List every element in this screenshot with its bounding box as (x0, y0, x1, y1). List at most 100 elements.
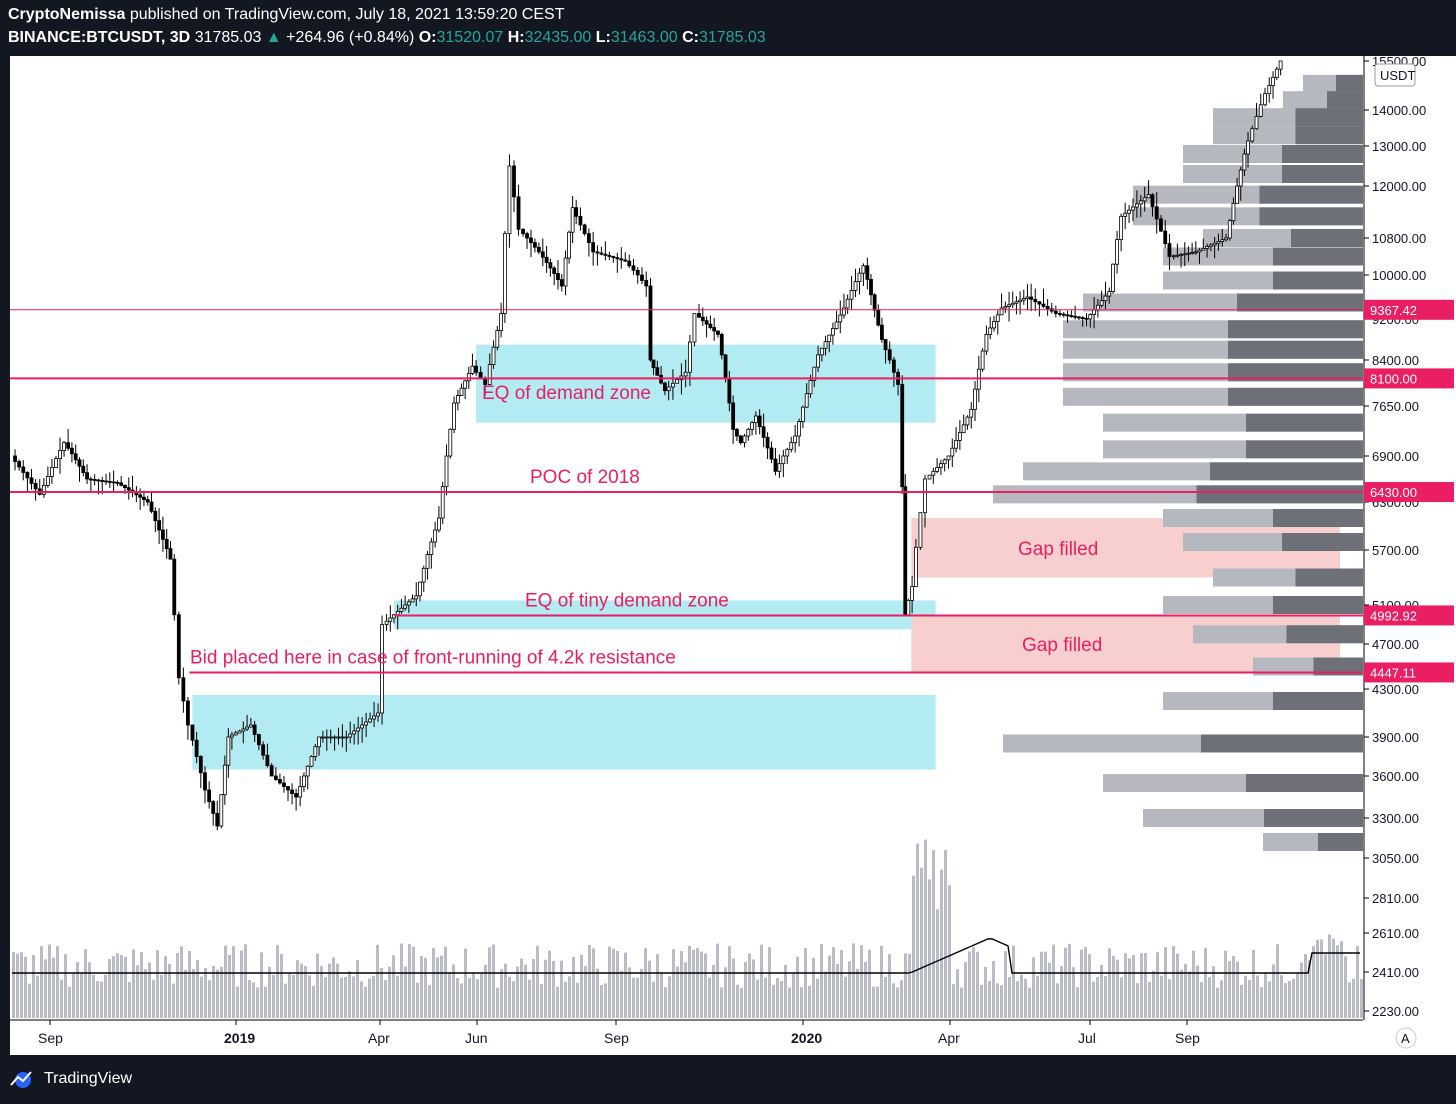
price-label-text: 9367.42 (1370, 303, 1417, 318)
volume-bar (224, 945, 227, 1018)
volume-bar (1148, 981, 1151, 1018)
volume-bar (1052, 944, 1055, 1018)
candle-body (750, 422, 754, 430)
candle-body (834, 321, 839, 329)
volume-bar (1212, 966, 1215, 1018)
volume-bar (984, 967, 987, 1018)
volume-profile-value-bar (1259, 207, 1363, 226)
candle-body (1205, 246, 1209, 249)
volume-bar (1348, 982, 1351, 1018)
candle-body (939, 463, 943, 468)
volume-bar (1092, 981, 1095, 1018)
volume-profile-value-bar (1273, 247, 1363, 266)
candle-body (181, 677, 186, 702)
volume-bar (120, 954, 123, 1018)
volume-profile-value-bar (1228, 387, 1363, 406)
volume-bar (584, 965, 587, 1018)
candle-body (452, 402, 456, 430)
price-chart[interactable]: POC of 2018 EQ of tiny demand zone Bid pla… (10, 56, 1456, 1055)
candle-body (607, 254, 612, 257)
chart-header: CryptoNemissa published on TradingView.c… (0, 0, 1456, 56)
volume-bar (204, 967, 207, 1018)
candle-body (666, 386, 671, 392)
candle-body (463, 380, 468, 389)
volume-bar (80, 972, 83, 1018)
volume-bar (1336, 945, 1339, 1018)
volume-bar (1244, 975, 1247, 1018)
candle-body (66, 442, 71, 449)
volume-bar (1320, 939, 1323, 1018)
candle-body (627, 260, 632, 267)
symbol-name[interactable]: BINANCE:BTCUSDT, 3D (8, 29, 191, 46)
candle-body (903, 486, 908, 616)
volume-bar (608, 946, 611, 1018)
volume-bar (516, 966, 519, 1018)
candle-body (45, 476, 50, 486)
volume-bar (144, 969, 147, 1018)
volume-bar (432, 948, 435, 1018)
volume-bar (232, 946, 235, 1018)
demand-zone-2 (192, 695, 936, 770)
candle-body (857, 272, 862, 282)
volume-bar (208, 980, 211, 1018)
candle-body (282, 782, 286, 787)
candle-body (470, 365, 475, 374)
candle-body (81, 465, 86, 474)
volume-bar (868, 949, 871, 1018)
candle-body (1029, 296, 1034, 300)
volume-profile-value-bar (1295, 126, 1363, 145)
candle-body (219, 794, 224, 827)
volume-bar (800, 987, 803, 1018)
volume-profile-value-bar (1228, 340, 1363, 359)
volume-bar (1140, 953, 1143, 1018)
volume-bar (1072, 967, 1075, 1018)
candle-body (582, 224, 587, 235)
published-text: published on TradingView.com, July 18, 2… (129, 6, 565, 23)
volume-bar (732, 958, 735, 1018)
candle-body (731, 402, 736, 430)
volume-bar (280, 953, 283, 1018)
candle-body (368, 718, 373, 723)
volume-bar (104, 974, 107, 1018)
candle-body (923, 478, 927, 514)
candle-body (655, 367, 660, 376)
candle-body (172, 558, 177, 616)
candle-body (746, 428, 751, 437)
author-name[interactable]: CryptoNemissa (8, 6, 126, 23)
candle-body (92, 479, 97, 481)
volume-profile-value-bar (1282, 145, 1363, 163)
candle-body (305, 765, 310, 777)
volume-bar (268, 966, 271, 1018)
volume-bar (100, 981, 103, 1018)
candle-body (1186, 252, 1191, 255)
candle-body (1007, 304, 1011, 307)
candle-body (1088, 314, 1093, 320)
volume-bar (292, 974, 295, 1018)
volume-profile-value-bar (1313, 657, 1363, 676)
volume-profile-value-bar (1286, 625, 1363, 644)
volume-bar (392, 955, 395, 1018)
volume-bar (600, 984, 603, 1018)
volume-bar (12, 951, 15, 1018)
candle-body (1274, 68, 1279, 78)
price-tick-label: 2230.00 (1372, 1004, 1419, 1019)
volume-bar (460, 983, 463, 1018)
volume-bar (1184, 963, 1187, 1018)
volume-bar (896, 987, 899, 1018)
candle-body (1254, 116, 1259, 130)
volume-bar (672, 949, 675, 1018)
chart-pane[interactable]: POC of 2018 EQ of tiny demand zone Bid pla… (10, 56, 1456, 1055)
candle-body (761, 426, 766, 438)
volume-bar (140, 952, 143, 1018)
volume-bar (700, 951, 703, 1018)
tradingview-logo[interactable]: TradingView (8, 1069, 132, 1089)
candle-body (62, 442, 66, 451)
candle-body (273, 775, 278, 780)
volume-bar (52, 957, 55, 1018)
candle-body (753, 415, 758, 424)
candle-body (536, 246, 541, 253)
volume-bar (1180, 969, 1183, 1018)
volume-bar (532, 959, 535, 1018)
candle-body (742, 435, 747, 444)
volume-bar (1204, 947, 1207, 1018)
